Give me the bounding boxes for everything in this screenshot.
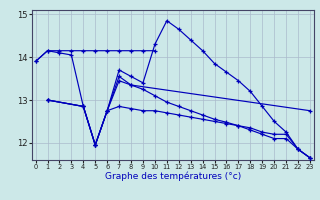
X-axis label: Graphe des températures (°c): Graphe des températures (°c) bbox=[105, 172, 241, 181]
